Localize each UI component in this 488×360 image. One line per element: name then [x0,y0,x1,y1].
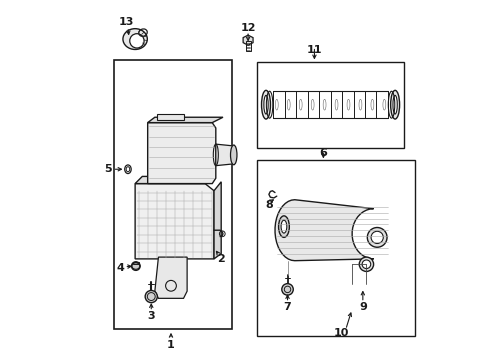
Ellipse shape [392,95,396,114]
Circle shape [129,34,144,48]
Polygon shape [274,200,373,261]
Bar [245,41,250,51]
Circle shape [145,291,157,303]
Polygon shape [135,176,214,184]
Text: 9: 9 [358,302,366,312]
Text: 12: 12 [240,23,255,33]
Bar [132,262,139,264]
Circle shape [281,284,293,295]
Text: 13: 13 [118,17,134,27]
Text: 3: 3 [147,311,155,321]
Ellipse shape [359,257,373,271]
Text: 1: 1 [167,340,175,350]
Ellipse shape [230,145,237,165]
Text: 7: 7 [283,302,291,312]
Polygon shape [243,35,252,45]
Polygon shape [147,123,215,184]
Ellipse shape [264,95,267,114]
Text: 8: 8 [265,200,273,210]
Text: 4: 4 [117,263,124,273]
Polygon shape [135,184,214,259]
Circle shape [131,262,140,270]
Polygon shape [147,117,223,123]
Bar [257,62,403,148]
Text: 11: 11 [306,45,322,55]
Polygon shape [214,182,221,259]
Ellipse shape [366,228,386,247]
Text: 10: 10 [333,328,348,338]
Polygon shape [156,114,183,120]
Bar [113,60,231,329]
Ellipse shape [278,216,289,237]
Text: 6: 6 [319,148,326,158]
Ellipse shape [362,260,370,269]
Polygon shape [215,144,233,166]
Ellipse shape [122,29,147,49]
Ellipse shape [281,220,286,233]
Text: 5: 5 [104,164,112,174]
Text: 2: 2 [217,254,224,264]
Bar [257,160,414,336]
Polygon shape [155,257,187,298]
Ellipse shape [370,231,383,243]
Ellipse shape [261,90,270,119]
Ellipse shape [390,90,399,119]
